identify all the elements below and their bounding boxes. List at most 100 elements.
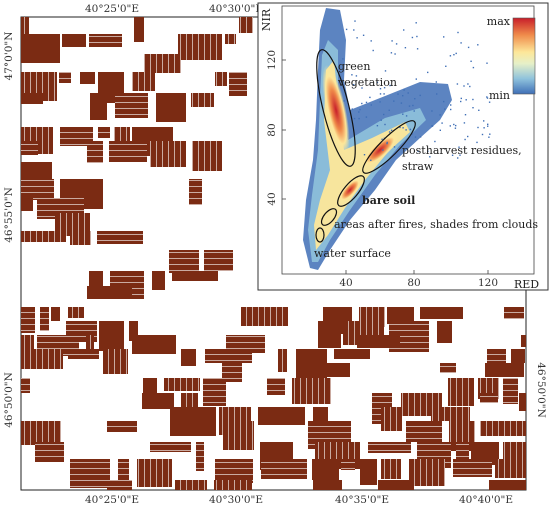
outlier-dot <box>472 66 475 69</box>
field-parcel <box>229 72 247 96</box>
outlier-dot <box>351 74 353 76</box>
density-peak-soil <box>338 177 362 203</box>
inset-x-tick: 80 <box>407 277 420 289</box>
outlier-dot <box>457 31 459 34</box>
field-parcel <box>215 459 253 483</box>
outlier-dot <box>487 123 489 125</box>
field-parcel <box>178 34 222 60</box>
outlier-dot <box>383 87 386 89</box>
field-parcel <box>90 93 107 120</box>
field-parcel <box>313 407 328 423</box>
outlier-dot <box>434 140 436 143</box>
map-bottom-tick: 40°25'0"E <box>85 494 139 506</box>
outlier-dot <box>376 125 379 127</box>
label-fires: areas after fires, shades from clouds <box>334 218 538 231</box>
field-parcel <box>150 442 191 452</box>
outlier-dot <box>460 42 462 44</box>
field-parcel <box>241 307 288 326</box>
field-parcel <box>258 407 305 425</box>
map-top-tick: 40°30'0"E <box>209 3 263 15</box>
outlier-dot <box>394 53 396 55</box>
field-parcel <box>35 442 64 462</box>
outlier-dot <box>449 125 451 127</box>
colorbar <box>512 17 536 95</box>
outlier-dot <box>383 93 385 95</box>
outlier-dot <box>408 105 411 107</box>
outlier-dot <box>478 109 480 111</box>
outlier-dot <box>449 55 452 57</box>
label-green-vegetation: green <box>338 60 370 73</box>
outlier-dot <box>342 58 344 60</box>
outlier-dot <box>405 115 408 117</box>
outlier-dot <box>370 104 372 106</box>
outlier-dot <box>451 154 454 156</box>
field-parcel <box>225 34 236 44</box>
field-parcel <box>152 271 165 290</box>
field-parcel <box>519 393 526 411</box>
outlier-dot <box>435 81 437 83</box>
field-parcel <box>21 34 60 63</box>
outlier-dot <box>363 154 366 156</box>
outlier-dot <box>455 124 457 127</box>
outlier-dot <box>389 84 391 87</box>
outlier-dot <box>414 136 417 138</box>
outlier-dot <box>416 48 419 50</box>
outlier-dot <box>372 49 374 52</box>
field-parcel <box>175 480 207 490</box>
field-parcel <box>222 363 242 382</box>
outlier-dot <box>445 65 447 67</box>
outlier-dot <box>376 81 379 84</box>
outlier-dot <box>386 141 388 144</box>
field-parcel <box>214 480 252 490</box>
inset-x-tick: 40 <box>339 277 352 289</box>
field-parcel <box>261 459 307 479</box>
outlier-dot <box>412 104 414 107</box>
field-parcel <box>485 363 524 377</box>
outlier-dot <box>393 146 396 148</box>
outlier-dot <box>467 46 470 49</box>
field-parcel <box>21 93 43 104</box>
label-bare-soil: bare soil <box>362 194 415 207</box>
outlier-dot <box>470 60 472 62</box>
field-parcel <box>62 34 86 47</box>
field-parcel <box>480 393 498 403</box>
outlier-dot <box>409 128 412 131</box>
outlier-dot <box>356 37 358 39</box>
density-peak-residues <box>361 132 399 168</box>
field-parcel <box>312 459 339 480</box>
colorbar-max-label: max <box>487 15 511 28</box>
field-parcel <box>420 307 463 319</box>
outlier-dot <box>395 43 398 45</box>
density-peak-vegetation <box>322 64 350 156</box>
outlier-dot <box>382 149 384 151</box>
label-water: water surface <box>314 247 391 260</box>
outlier-dot <box>453 123 455 126</box>
field-parcel <box>189 179 202 205</box>
outlier-dot <box>416 35 418 38</box>
field-parcel <box>226 335 265 353</box>
outlier-dot <box>476 141 478 144</box>
outlier-dot <box>419 136 422 138</box>
outlier-dot <box>407 92 409 94</box>
outlier-dot <box>383 113 385 116</box>
outlier-dot <box>399 126 401 129</box>
outlier-dot <box>402 113 404 115</box>
field-parcel <box>409 459 445 486</box>
outlier-dot <box>477 44 479 46</box>
outlier-dot <box>477 126 479 129</box>
outlier-dot <box>365 116 368 118</box>
outlier-dot <box>419 94 421 97</box>
outlier-dot <box>411 36 414 39</box>
field-parcel <box>360 459 377 485</box>
field-parcel <box>137 459 172 487</box>
outlier-dot <box>441 122 443 124</box>
field-parcel <box>115 93 148 118</box>
outlier-dot <box>386 142 388 145</box>
field-parcel <box>21 141 38 155</box>
field-parcel <box>368 442 411 453</box>
outlier-dot <box>467 135 469 138</box>
outlier-dot <box>400 102 403 104</box>
field-parcel <box>453 459 492 477</box>
outlier-dot <box>388 109 390 111</box>
outlier-dot <box>353 84 355 86</box>
